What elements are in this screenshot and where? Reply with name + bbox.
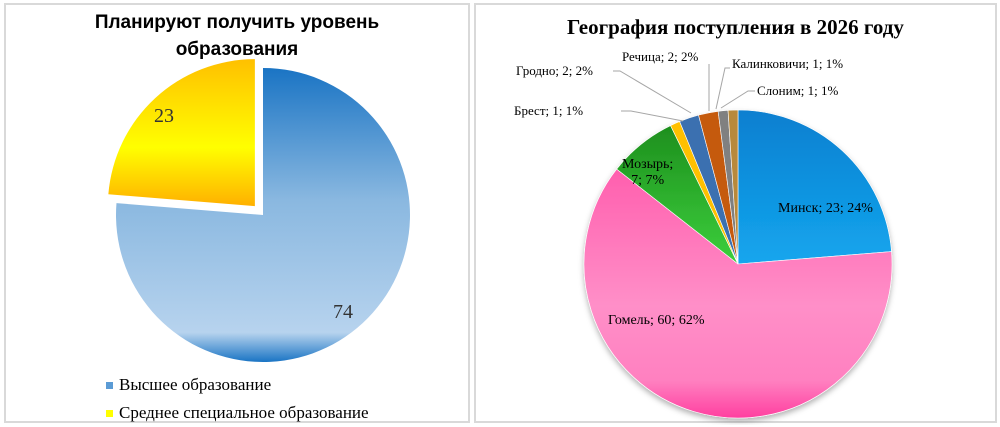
legend-item-higher: Высшее образование bbox=[106, 371, 369, 399]
data-label-mozyr: Мозырь; 7; 7% bbox=[622, 157, 673, 189]
chart-title: Планируют получить уровень образования bbox=[6, 9, 468, 63]
leader-line-grodno bbox=[613, 70, 692, 114]
leader-lines bbox=[613, 64, 755, 122]
leader-line-kalinkovichi bbox=[715, 67, 730, 110]
pie-slice-Слоним bbox=[727, 109, 739, 265]
legend-label: Среднее специальное образование bbox=[119, 403, 369, 422]
data-label-higher: 74 bbox=[333, 301, 353, 323]
leader-line-slonim bbox=[720, 90, 755, 109]
chart-title-line2: образования bbox=[175, 39, 299, 60]
legend-swatch-blue bbox=[106, 381, 113, 389]
pie-slice-Минск bbox=[737, 109, 892, 265]
data-label-grodno: Гродно; 2; 2% bbox=[516, 63, 593, 78]
data-label-secondary: 23 bbox=[154, 105, 174, 127]
data-label-slonim: Слоним; 1; 1% bbox=[757, 83, 839, 98]
geography-pie bbox=[583, 64, 893, 419]
education-pie bbox=[108, 59, 410, 362]
data-label-gomel: Гомель; 60; 62% bbox=[608, 313, 705, 328]
data-label-rechitsa: Речица; 2; 2% bbox=[622, 49, 699, 64]
legend-label: Высшее образование bbox=[119, 375, 272, 394]
legend-swatch-yellow bbox=[106, 409, 113, 417]
legend: Высшее образование Среднее специальное о… bbox=[106, 371, 369, 427]
pie-slice-higher-education bbox=[115, 68, 410, 362]
pie-slice-Гомель bbox=[583, 168, 893, 419]
chart-title: География поступления в 2026 году bbox=[567, 15, 904, 39]
data-label-brest: Брест; 1; 1% bbox=[514, 103, 584, 118]
leader-line-brest bbox=[621, 110, 684, 122]
pie-slice-secondary-special-education bbox=[108, 59, 255, 207]
chart-title-line1: Планируют получить уровень bbox=[94, 12, 380, 33]
legend-item-secondary: Среднее специальное образование bbox=[106, 399, 369, 427]
data-label-mozyr-line2: 7; 7% bbox=[631, 173, 665, 188]
admission-geography-chart-panel: География поступления в 2026 году bbox=[474, 3, 997, 423]
education-level-chart-panel: Планируют получить уровень образования 2… bbox=[4, 3, 470, 423]
data-label-minsk: Минск; 23; 24% bbox=[778, 201, 873, 216]
data-label-kalinkovichi: Калинковичи; 1; 1% bbox=[732, 56, 844, 71]
data-label-mozyr-line1: Мозырь; bbox=[622, 157, 674, 172]
